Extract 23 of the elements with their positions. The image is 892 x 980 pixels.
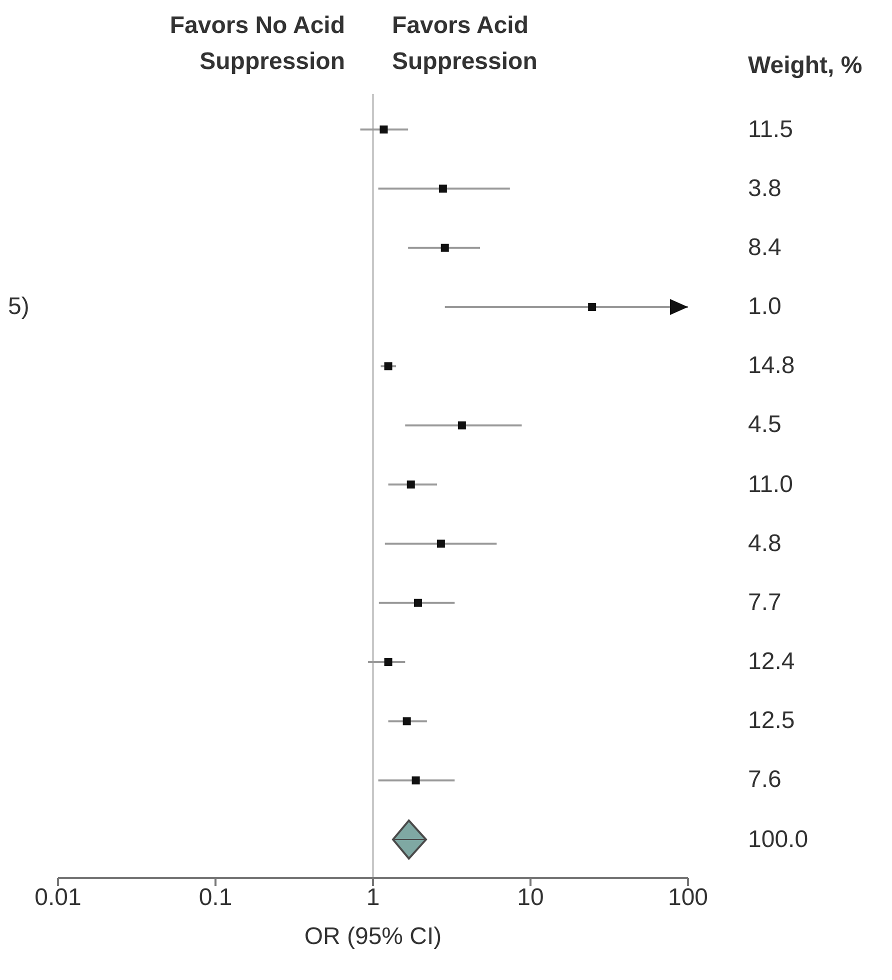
text: 11.0 bbox=[748, 470, 793, 500]
text: 12.5 bbox=[748, 706, 795, 736]
y-tick-label: 5) bbox=[8, 292, 30, 322]
x-tick-label: 0.1 bbox=[198, 884, 232, 912]
x-axis-title: OR (95% CI) bbox=[303, 922, 443, 952]
x-tick-label: 1 bbox=[366, 884, 380, 912]
text: 4.8 bbox=[748, 528, 782, 559]
text: Weight, % bbox=[748, 51, 862, 81]
x-tick-label: 10 bbox=[517, 884, 544, 912]
x-tick-label: 0.01 bbox=[34, 884, 82, 912]
text: 11.5 bbox=[748, 114, 793, 144]
text: Favors Acid Suppression bbox=[392, 11, 538, 77]
text: 100.0 bbox=[748, 824, 808, 855]
text: 8.4 bbox=[748, 232, 782, 263]
text: 3.8 bbox=[748, 174, 782, 204]
text: 7.7 bbox=[748, 588, 782, 618]
text: 1.0 bbox=[748, 292, 782, 322]
x-tick-label: 100 bbox=[668, 884, 708, 912]
text: Favors No Acid Suppression bbox=[168, 11, 345, 77]
text: 4.5 bbox=[748, 410, 782, 440]
text: 14.8 bbox=[748, 351, 795, 382]
text: 12.4 bbox=[748, 647, 795, 678]
text: 7.6 bbox=[748, 765, 782, 796]
